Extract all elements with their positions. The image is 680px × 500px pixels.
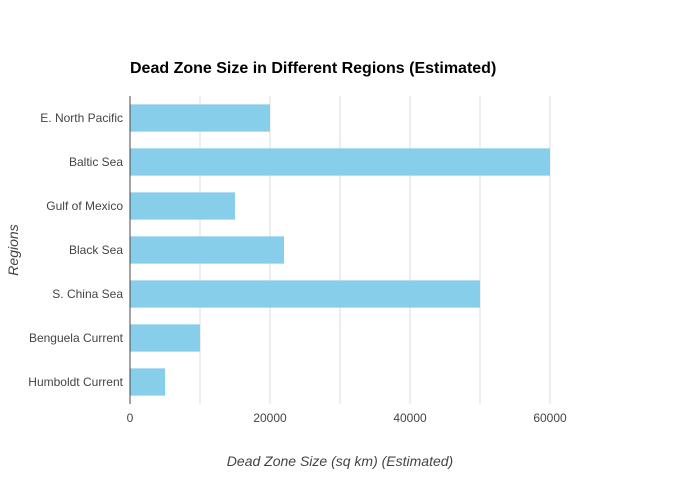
y-tick-label: S. China Sea bbox=[52, 287, 123, 301]
bar bbox=[130, 368, 165, 396]
y-tick-label: Benguela Current bbox=[29, 331, 124, 345]
bar bbox=[130, 192, 235, 220]
bar bbox=[130, 324, 200, 352]
bar bbox=[130, 104, 270, 132]
x-tick-label: 20000 bbox=[253, 411, 287, 425]
bar bbox=[130, 236, 284, 264]
y-tick-label: Baltic Sea bbox=[69, 155, 123, 169]
y-tick-label: E. North Pacific bbox=[40, 111, 123, 125]
gridlines bbox=[199, 96, 551, 404]
x-tick-label: 0 bbox=[127, 411, 134, 425]
bar bbox=[130, 280, 480, 308]
x-axis-title: Dead Zone Size (sq km) (Estimated) bbox=[227, 453, 453, 469]
y-tick-label: Humboldt Current bbox=[28, 375, 123, 389]
x-tick-label: 60000 bbox=[533, 411, 567, 425]
y-axis-title: Regions bbox=[5, 224, 21, 275]
bars bbox=[130, 104, 550, 396]
x-tick-label: 40000 bbox=[393, 411, 427, 425]
y-tick-label: Black Sea bbox=[69, 243, 123, 257]
x-tick-labels: 0 20000 40000 60000 bbox=[127, 411, 567, 425]
y-tick-labels: E. North Pacific Baltic Sea Gulf of Mexico… bbox=[28, 111, 123, 389]
bar bbox=[130, 148, 550, 176]
y-tick-label: Gulf of Mexico bbox=[46, 199, 123, 213]
chart-title: Dead Zone Size in Different Regions (Est… bbox=[130, 60, 496, 77]
